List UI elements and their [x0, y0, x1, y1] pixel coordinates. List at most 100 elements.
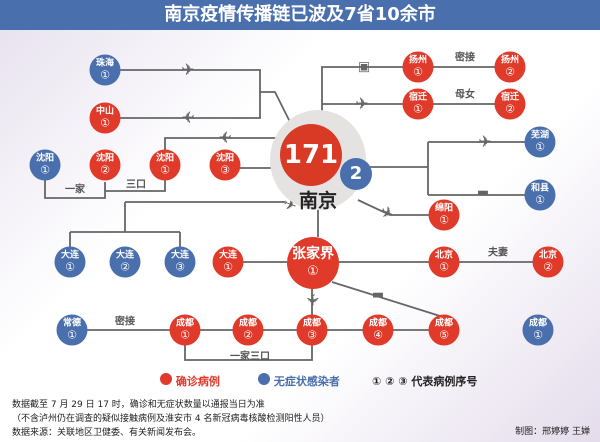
legend-asymptomatic: 无症状感染者	[258, 373, 340, 389]
node-number: ③	[175, 260, 185, 274]
node-number: ①	[180, 328, 190, 342]
node-city: 芜湖	[530, 130, 549, 141]
node-number: ①	[535, 193, 545, 207]
node-number: ②	[505, 102, 515, 116]
nanjing-confirmed-count: 171	[280, 124, 342, 186]
node-number: ②	[543, 260, 553, 274]
node-city: 成都	[434, 318, 453, 329]
car-icon: ▬	[371, 287, 385, 303]
note: 数据来源：关联地区卫健委、有关新闻发布会。	[12, 428, 202, 438]
case-node: 沈阳 ①	[29, 149, 61, 181]
node-city: 和县	[530, 183, 549, 194]
node-city: 扬州	[408, 55, 427, 66]
node-number: ①	[535, 140, 545, 154]
node-city: 珠海	[95, 58, 114, 69]
node-city: 沈阳	[215, 153, 234, 164]
node-number: ①	[223, 260, 233, 274]
legend-confirmed: 确诊病例	[160, 373, 220, 389]
node-number: ①	[533, 328, 543, 342]
node-number: ③	[220, 163, 230, 177]
node-city: 成都	[368, 318, 387, 329]
plane-icon: ✈	[181, 60, 195, 79]
relation-label: 三口	[126, 179, 146, 191]
node-city: 沈阳	[35, 153, 54, 164]
node-city: 宿迁	[408, 92, 427, 103]
node-number: ②	[120, 260, 130, 274]
node-city: 成都	[528, 318, 547, 329]
node-city: 张家界	[292, 246, 334, 262]
case-node: 北京 ①	[428, 246, 460, 278]
node-number: ②	[505, 65, 515, 79]
case-node: 大连 ①	[54, 246, 86, 278]
node-number: ①	[65, 260, 75, 274]
case-node: 成都 ④	[362, 314, 394, 346]
case-node: 成都 ③	[296, 314, 328, 346]
relation-label: 一家	[65, 184, 85, 196]
car-icon: ▬	[476, 185, 490, 201]
page-title: 南京疫情传播链已波及7省10余市	[0, 0, 600, 30]
node-city: 成都	[238, 318, 257, 329]
credit: 制图：邢婷婷 王婵	[515, 427, 590, 437]
nanjing-asymptomatic-count: 2	[340, 158, 372, 190]
node-city: 北京	[538, 250, 557, 261]
case-node: 扬州 ②	[494, 51, 526, 83]
case-node: 成都 ①	[522, 314, 554, 346]
case-node: 成都 ⑤	[428, 314, 460, 346]
relation-label: 密接	[115, 316, 135, 328]
case-node: 北京 ②	[532, 246, 564, 278]
node-city: 沈阳	[95, 153, 114, 164]
node-number: ①	[67, 328, 77, 342]
case-node: 成都 ①	[169, 314, 201, 346]
node-number: ①	[100, 68, 110, 82]
node-city: 大连	[218, 250, 237, 261]
plane-icon: ✈	[303, 293, 322, 307]
node-number: ①	[100, 116, 110, 130]
node-number: ①	[439, 213, 449, 227]
node-city: 成都	[302, 318, 321, 329]
node-number: ①	[307, 264, 319, 279]
relation-label: 夫妻	[488, 247, 508, 259]
node-number: ①	[40, 163, 50, 177]
case-node: 大连 ③	[164, 246, 196, 278]
node-number: ④	[373, 328, 383, 342]
case-node: 宿迁 ②	[494, 88, 526, 120]
node-city: 常德	[62, 318, 81, 329]
node-city: 大连	[170, 250, 189, 261]
case-node: 沈阳 ②	[89, 149, 121, 181]
relation-label: 密接	[455, 52, 475, 64]
case-node: 和县 ①	[524, 179, 556, 211]
plane-icon: ✈	[355, 94, 369, 113]
case-node: 绵阳 ①	[428, 199, 460, 231]
node-city: 沈阳	[155, 153, 174, 164]
case-node: 大连 ②	[109, 246, 141, 278]
legend-order: ① ② ③ 代表病例序号	[372, 375, 478, 388]
node-number: ①	[160, 163, 170, 177]
node-number: ①	[439, 260, 449, 274]
node-city: 大连	[115, 250, 134, 261]
case-node: 成都 ②	[232, 314, 264, 346]
node-city: 北京	[434, 250, 453, 261]
car-icon: ▣	[357, 59, 371, 75]
node-city: 成都	[175, 318, 194, 329]
node-city: 大连	[60, 250, 79, 261]
node-number: ①	[413, 65, 423, 79]
red-dot-icon	[160, 373, 172, 385]
plane-icon: ✈	[218, 128, 232, 147]
plane-icon: ✈	[181, 108, 195, 127]
node-number: ①	[413, 102, 423, 116]
node-city: 扬州	[500, 55, 519, 66]
case-node: 扬州 ①	[402, 51, 434, 83]
note: （不含泸州仍在调查的疑似接触病例及淮安市 4 名新冠病毒核酸检测阳性人员）	[12, 414, 330, 424]
node-number: ⑤	[439, 328, 449, 342]
case-node: 珠海 ①	[89, 54, 121, 86]
node-number: ②	[243, 328, 253, 342]
case-node: 大连 ①	[212, 246, 244, 278]
node-city: 宿迁	[500, 92, 519, 103]
node-city: 绵阳	[434, 203, 453, 214]
node-number: ②	[100, 163, 110, 177]
nanjing-label: 南京	[298, 190, 337, 212]
zhangjiajie-hub: 张家界 ①	[287, 237, 339, 289]
case-node: 沈阳 ③	[209, 149, 241, 181]
node-number: ③	[307, 328, 317, 342]
